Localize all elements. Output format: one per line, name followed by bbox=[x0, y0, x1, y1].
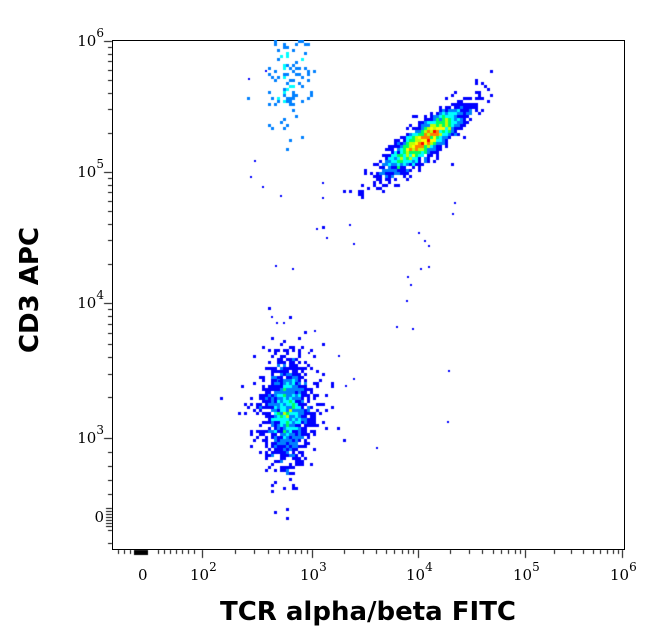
x-tick-label: 104 bbox=[406, 560, 433, 584]
x-tick-label: 102 bbox=[190, 560, 217, 584]
y-tick-label: 105 bbox=[77, 157, 104, 181]
x-axis-title: TCR alpha/beta FITC bbox=[219, 597, 517, 627]
y-tick-label: 106 bbox=[77, 26, 104, 50]
x-tick-label: 105 bbox=[513, 560, 540, 584]
y-axis-title: CD3 APC bbox=[15, 226, 45, 354]
x-tick-label: 106 bbox=[610, 560, 637, 584]
x-tick-label: 103 bbox=[300, 560, 327, 584]
y-tick-label: 103 bbox=[77, 423, 104, 447]
y-tick-label: 0 bbox=[94, 508, 104, 526]
x-tick-label: 0 bbox=[138, 566, 148, 584]
y-tick-label: 104 bbox=[77, 288, 104, 312]
